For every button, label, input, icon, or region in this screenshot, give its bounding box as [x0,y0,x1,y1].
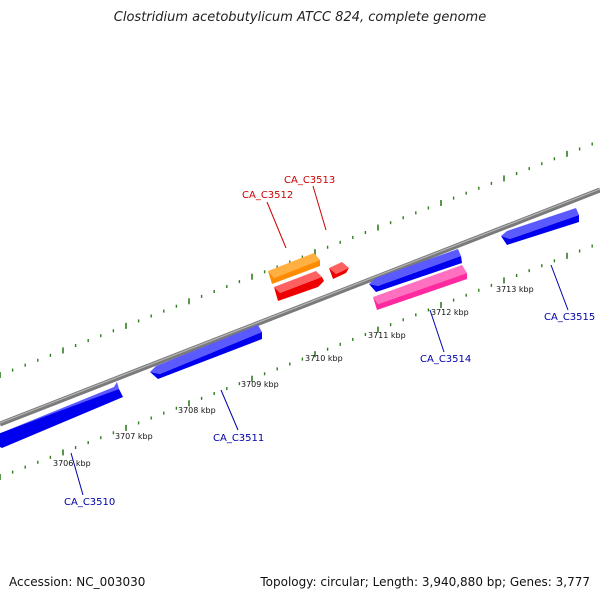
inner-tick-ring [0,244,593,480]
gene-label-ca-c3513[interactable]: CA_C3513 [284,175,335,186]
scale-label: 3711 kbp [368,331,406,340]
scale-label: 3709 kbp [241,380,279,389]
scale-label: 3710 kbp [305,354,343,363]
gene-feature-ca-c3511[interactable] [150,325,262,379]
scale-label: 3712 kbp [431,308,469,317]
gene-feature-ca-c3512[interactable] [274,271,324,301]
gene-label-ca-c3511[interactable]: CA_C3511 [213,433,264,444]
gene-feature-ca-c3510[interactable] [0,382,123,448]
label-leaders [70,185,569,496]
scale-label: 3708 kbp [178,406,216,415]
gene-feature-pink[interactable] [373,265,467,310]
accession-text: Accession: NC_003030 [9,575,146,589]
genome-summary-text: Topology: circular; Length: 3,940,880 bp… [260,575,590,589]
scale-labels: 3706 kbp 3707 kbp 3708 kbp 3709 kbp 3710… [53,285,534,468]
scale-label: 3713 kbp [496,285,534,294]
gene-labels: CA_C3510 CA_C3511 CA_C3512 CA_C3513 CA_C… [64,175,595,508]
gene-feature-ca-c3515[interactable] [501,208,579,245]
scale-label: 3707 kbp [115,432,153,441]
outer-tick-ring [0,142,593,378]
scale-label: 3706 kbp [53,459,91,468]
gene-label-ca-c3510[interactable]: CA_C3510 [64,497,115,508]
genome-backbone-highlight [0,188,600,424]
gene-feature-ca-c3514[interactable] [369,249,462,292]
gene-label-ca-c3512[interactable]: CA_C3512 [242,190,293,201]
gene-label-ca-c3515[interactable]: CA_C3515 [544,312,595,323]
gene-feature-orange[interactable] [268,253,320,284]
genome-backbone [0,187,600,427]
map-title: Clostridium acetobutylicum ATCC 824, com… [113,10,487,25]
gene-label-ca-c3514[interactable]: CA_C3514 [420,354,471,365]
gene-feature-ca-c3513[interactable] [329,262,349,279]
gene-features [0,208,579,448]
